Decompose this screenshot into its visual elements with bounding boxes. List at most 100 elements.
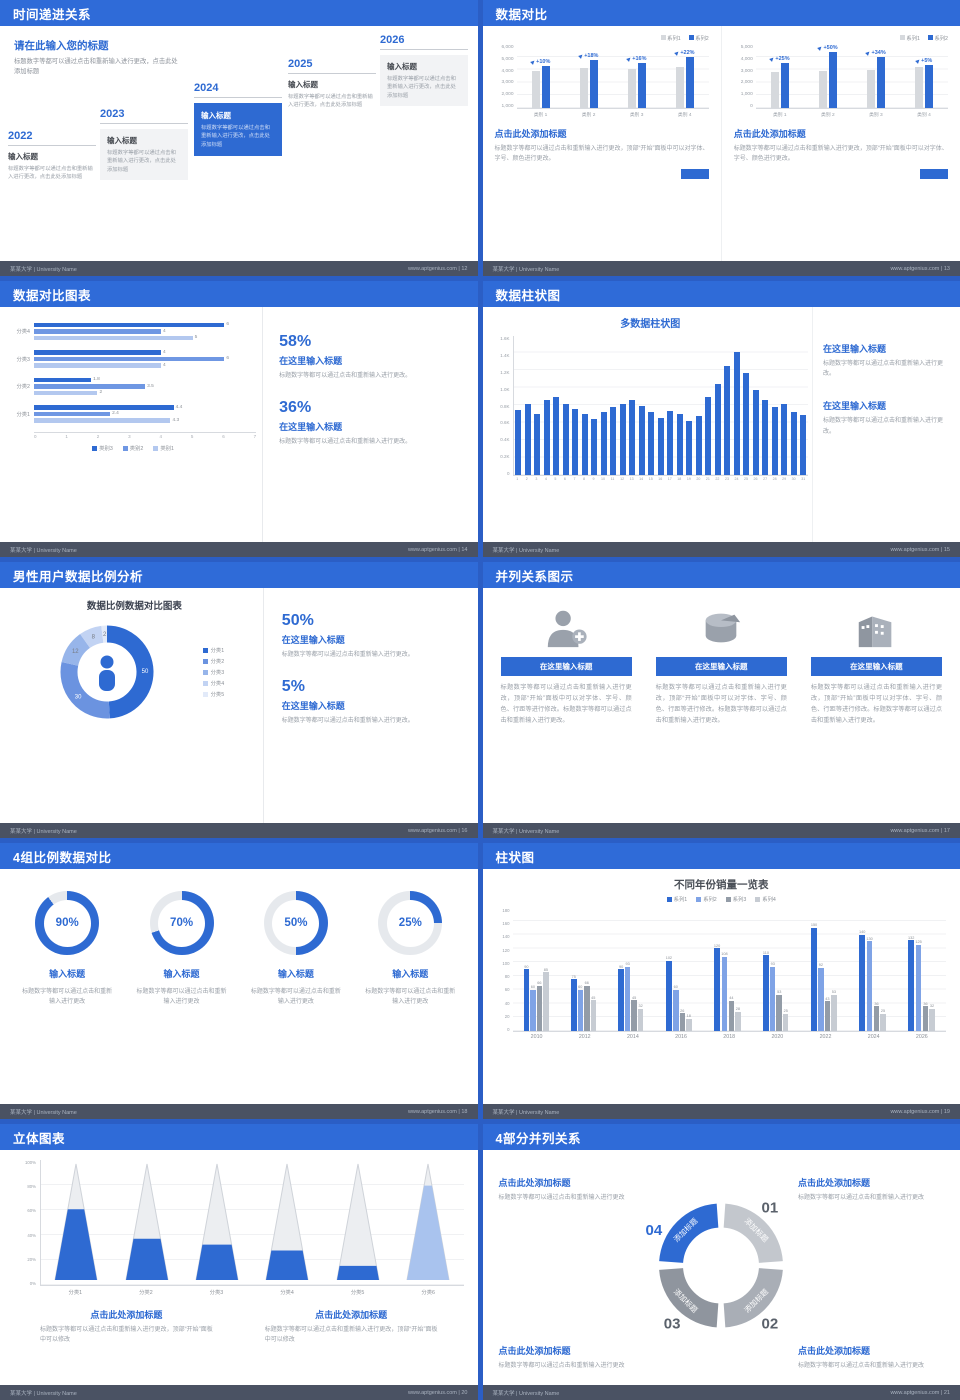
block-title: 点击此处添加标题 — [315, 1310, 388, 1320]
bar-wrap: 92 — [818, 963, 824, 1031]
legend-item: 系列1 — [899, 34, 920, 42]
x-label: 2024 — [867, 1034, 880, 1040]
bar — [34, 405, 174, 410]
block-title: 点击此处添加标题 — [90, 1310, 163, 1320]
x-label: 分类2 — [139, 1290, 153, 1296]
footer-separator: | — [940, 265, 943, 272]
corner-block-bottom-right: 点击此处添加标题 标题数字等都可以通过点击和重新输入进行更改 — [798, 1344, 950, 1371]
segment-label: 2 — [103, 632, 107, 638]
bar — [34, 329, 161, 334]
timeline-item-2026: 2026 输入标题 标题数字等都可以通过点击和重新输入进行更改，点击此处添加标题 — [380, 34, 468, 107]
slide-17[interactable]: 并列关系图示 在这里输入标题 标题数字等都可以通过点击和重新输入进行更改，顶部“… — [482, 562, 960, 838]
bar-column — [780, 336, 790, 475]
bar-column — [770, 336, 780, 475]
slide-20[interactable]: 立体图表 100% 80% 60% 40% 20% 0% — [0, 1124, 478, 1400]
slide-12[interactable]: 时间递进关系 请在此输入您的标题 标题数字等都可以通过点击和重新输入进行更改，点… — [0, 0, 478, 276]
x-label: 类别 2 — [581, 113, 596, 118]
step-number: 03 — [664, 1315, 681, 1332]
footer-site: www.aptgenius.com — [890, 546, 940, 553]
y-axis: 180 160 140 120 100 80 60 40 20 0 — [497, 908, 513, 1032]
cone-svg — [54, 1163, 98, 1281]
footer-site-page: www.aptgenius.com | 18 — [408, 1109, 468, 1115]
footer-school: 某某大学 | University Name — [10, 1109, 77, 1116]
bar — [624, 966, 631, 1031]
bar — [728, 1000, 735, 1031]
donut-segment — [60, 662, 110, 719]
bars: 1.8 3.5 2 — [34, 376, 256, 397]
footer-school: 某某大学 | University Name — [492, 1390, 560, 1397]
bar-wrap: 93 — [624, 962, 631, 1031]
bars — [531, 65, 550, 108]
slide-13[interactable]: 数据对比 系列1 系列2 6,000 5,000 4,000 3,000 2,000 1,… — [482, 0, 960, 276]
value-label: 3.5 — [147, 383, 154, 389]
slide-14[interactable]: 数据对比图表 分类4 6 4 5 分类3 4 6 4 分类2 1.8 3.5 2 分类1 4.4 2.4 4.… — [0, 281, 478, 557]
ring-stat-item: 90% 输入标题 标题数字等都可以通过点击和重新输入进行更改 — [10, 891, 124, 1104]
value-label: 60 — [578, 985, 583, 990]
x-label: 12 — [620, 477, 625, 481]
stats-column: 50% 在这里输入标题 标题数字等都可以通过点击和重新输入进行更改。 5% 在这… — [262, 588, 478, 823]
slide-18[interactable]: 4组比例数据对比 90% 输入标题 标题数字等都可以通过点击和重新输入进行更改 … — [0, 843, 478, 1119]
accent-block — [920, 169, 948, 180]
value-label: 92 — [818, 963, 824, 968]
bar-row: 分类3 4 6 4 — [10, 349, 256, 370]
bar-group: 75 60 66 45 — [571, 974, 597, 1031]
x-label: 17 — [667, 477, 672, 481]
value-label: 60 — [673, 985, 678, 990]
bar — [667, 410, 674, 475]
bar-group: 110 93 53 25 — [763, 951, 789, 1031]
slide-16[interactable]: 男性用户数据比例分析 数据比例数据对比图表 50 30 12 8 2 分类1 分类2 分类3… — [0, 562, 478, 838]
growth-label: +18% — [577, 53, 598, 59]
cone-fill — [266, 1250, 309, 1280]
up-arrow-icon — [769, 56, 775, 63]
ring-value: 70% — [158, 899, 206, 947]
bar-column — [761, 336, 771, 475]
value-label: 53 — [831, 990, 837, 994]
timeline-body: 标题数字等都可以通过点击和重新输入进行更改，点击此处添加标题 — [288, 94, 373, 109]
bar — [859, 934, 865, 1031]
bar-wrap: 66 — [584, 981, 590, 1031]
slide-footer: 某某大学 | University Name www.aptgenius.com… — [482, 823, 960, 838]
block-title: 在这里输入标题 — [823, 344, 887, 354]
growth-label: +25% — [769, 56, 790, 63]
footer-separator: | — [458, 1389, 460, 1396]
slide-19[interactable]: 柱状图 不同年份销量一览表 系列1 系列2 系列3 系列4 180 160 140 120 1… — [482, 843, 960, 1119]
bar-wrap: 110 — [763, 951, 769, 1031]
bar — [735, 1011, 741, 1031]
x-label: 30 — [791, 477, 796, 481]
value-label: 53 — [777, 990, 782, 994]
bar-group: 150 92 43 53 — [811, 923, 837, 1031]
bar — [610, 407, 617, 475]
bar — [562, 403, 569, 475]
chart-legend: 类别3 类别2 类别1 — [10, 444, 256, 452]
x-axis: 1 2 3 4 5 6 7 8 9 10 11 12 13 14 15 16 17 18 19 20 21 22 23 24 2… — [513, 476, 809, 481]
bar — [34, 418, 171, 423]
footer-separator: | — [940, 546, 943, 553]
value-label: 4.4 — [175, 404, 183, 410]
chart-legend: 系列1 系列2 — [495, 34, 709, 42]
slide-title: 4部分并列关系 — [495, 1131, 581, 1146]
legend-label: 系列1 — [906, 36, 920, 42]
y-tick: 0.8K — [500, 403, 510, 409]
x-tick: 3 — [128, 434, 131, 439]
slide-15[interactable]: 数据柱状图 多数据柱状图 1.6K 1.4K 1.2K 1.0K 0.8K 0.6K 0.4… — [482, 281, 960, 557]
bar-column — [599, 336, 609, 475]
plot-area: +10% +18% +16% +22% — [516, 45, 709, 109]
bar-row: 分类2 1.8 3.5 2 — [10, 376, 256, 397]
y-axis: 5,000 4,000 3,000 2,000 1,000 0 — [734, 45, 756, 109]
footer-separator: | — [940, 1389, 943, 1396]
legend-item: 系列2 — [927, 34, 948, 42]
nurse-icon — [543, 604, 589, 648]
slide-21[interactable]: 4部分并列关系 点击此处添加标题 标题数字等都可以通过点击和重新输入进行更改 点… — [482, 1124, 960, 1400]
up-arrow-icon — [529, 58, 536, 65]
value-label: 75 — [571, 974, 576, 979]
footer-school: 某某大学 | University Name — [10, 547, 77, 554]
bar-group: 132 125 36 32 — [908, 936, 935, 1031]
donut-chart-row: 50 30 12 8 2 分类1 分类2 分类3 分类4 分类5 — [10, 614, 259, 730]
bar-line: 2 — [34, 390, 256, 396]
value-label: 150 — [810, 923, 818, 928]
bar — [790, 412, 797, 475]
bar-wrap: 60 — [530, 985, 536, 1031]
slide-16-header: 男性用户数据比例分析 — [0, 562, 478, 588]
bar-wrap: 25 — [782, 1009, 789, 1031]
